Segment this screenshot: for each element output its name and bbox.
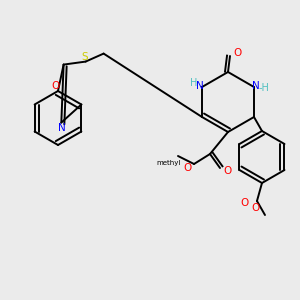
Text: N: N	[252, 81, 260, 91]
Text: O: O	[241, 198, 249, 208]
Text: S: S	[81, 52, 88, 61]
Text: O: O	[234, 48, 242, 58]
Text: N: N	[58, 123, 66, 133]
Text: N: N	[196, 81, 204, 91]
Text: O: O	[224, 166, 232, 176]
Text: O: O	[183, 163, 191, 173]
Text: O: O	[252, 203, 260, 213]
Text: methyl: methyl	[157, 160, 181, 166]
Text: O: O	[51, 81, 59, 91]
Text: H: H	[190, 78, 198, 88]
Text: -H: -H	[259, 83, 269, 93]
